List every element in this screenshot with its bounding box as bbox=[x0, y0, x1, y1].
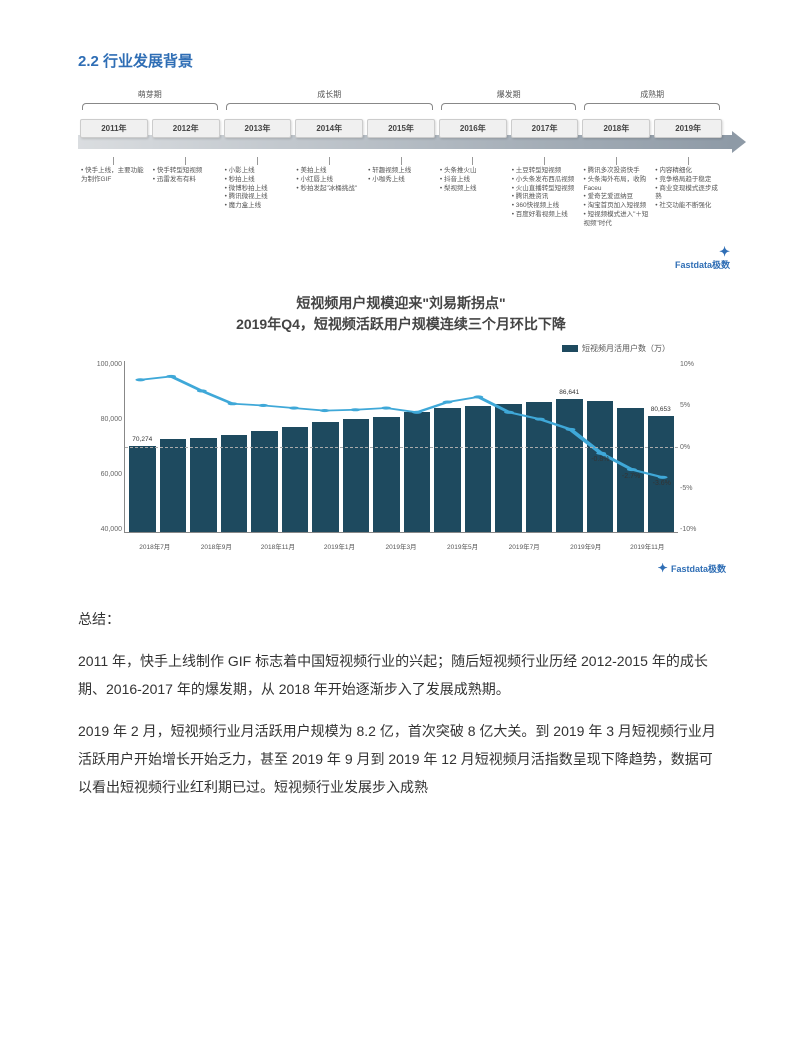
phase-bracket bbox=[78, 103, 222, 113]
timeline-column: 美拍上线小红唇上线秒拍发起"冰桶挑战" bbox=[293, 157, 365, 228]
phase-bracket bbox=[580, 103, 724, 113]
timeline-event: 淘宝首页加入短视频 bbox=[583, 202, 649, 211]
timeline-event: 短视频模式进入"＋短视频"时代 bbox=[583, 211, 649, 229]
timeline-event: 竞争格局趋于稳定 bbox=[655, 176, 721, 185]
chart-title-2: 2019年Q4，短视频活跃用户规模连续三个月环比下降 bbox=[78, 314, 724, 335]
timeline-event: 360快视频上线 bbox=[512, 202, 578, 211]
summary-text: 总结： 2011 年，快手上线制作 GIF 标志着中国短视频行业的兴起；随后短视… bbox=[78, 605, 724, 801]
timeline-column: 小影上线秒拍上线微博秒拍上线腾讯微视上线魔力盒上线 bbox=[222, 157, 294, 228]
timeline-event: 腾讯多次投资快手 bbox=[583, 167, 649, 176]
phase-label: 成熟期 bbox=[580, 89, 724, 103]
timeline-event: 抖音上线 bbox=[440, 176, 506, 185]
timeline-column: 头条推火山抖音上线梨视频上线 bbox=[437, 157, 509, 228]
pct-label: -2.7% bbox=[622, 473, 640, 480]
timeline-event: 腾讯推资讯 bbox=[512, 193, 578, 202]
pct-label: -3.6% bbox=[653, 480, 671, 487]
section-heading: 2.2 行业发展背景 bbox=[78, 50, 724, 71]
timeline-column: 快手上线，主要功能为制作GIF bbox=[78, 157, 150, 228]
user-chart: 短视频用户规模迎来"刘易斯拐点" 2019年Q4，短视频活跃用户规模连续三个月环… bbox=[78, 293, 724, 575]
timeline-event: 秒拍发起"冰桶挑战" bbox=[296, 185, 362, 194]
timeline-event: 火山直播转型短视频 bbox=[512, 185, 578, 194]
summary-label: 总结： bbox=[78, 605, 724, 633]
year-box: 2013年 bbox=[224, 119, 292, 138]
timeline-event: 小影上线 bbox=[225, 167, 291, 176]
timeline-event: 小头条发布西瓜视频 bbox=[512, 176, 578, 185]
timeline-event: 迅雷发布有料 bbox=[153, 176, 219, 185]
phase-label: 爆发期 bbox=[437, 89, 581, 103]
timeline-column: 土豆转型短视频小头条发布西瓜视频火山直播转型短视频腾讯推资讯360快视频上线百度… bbox=[509, 157, 581, 228]
timeline-column: 腾讯多次投资快手头条海外布局，收购Faceu爱奇艺爱逗纳豆淘宝首页加入短视频短视… bbox=[580, 157, 652, 228]
timeline-event: 小红唇上线 bbox=[296, 176, 362, 185]
timeline-event: 梨视频上线 bbox=[440, 185, 506, 194]
phase-label: 成长期 bbox=[222, 89, 437, 103]
phase-bracket bbox=[222, 103, 437, 113]
timeline-event: 魔力盒上线 bbox=[225, 202, 291, 211]
timeline-event: 秒拍上线 bbox=[225, 176, 291, 185]
phase-label: 萌芽期 bbox=[78, 89, 222, 103]
timeline-event: 腾讯微视上线 bbox=[225, 193, 291, 202]
timeline-event: 头条海外布局，收购Faceu bbox=[583, 176, 649, 194]
year-box: 2017年 bbox=[511, 119, 579, 138]
timeline-column: 轩趣视频上线小咖秀上线 bbox=[365, 157, 437, 228]
x-axis: 2018年7月2018年9月2018年11月2019年1月2019年3月2019… bbox=[124, 541, 678, 551]
year-box: 2012年 bbox=[152, 119, 220, 138]
timeline-column: 快手转型短视频迅雷发布有料 bbox=[150, 157, 222, 228]
year-box: 2014年 bbox=[295, 119, 363, 138]
chart-plot: 70,27486,64180,653 -0.8%-2.7%-3.6% bbox=[124, 361, 678, 533]
year-box: 2019年 bbox=[654, 119, 722, 138]
paragraph: 2019 年 2 月，短视频行业月活跃用户规模为 8.2 亿，首次突破 8 亿大… bbox=[78, 717, 724, 801]
year-box: 2015年 bbox=[367, 119, 435, 138]
timeline-event: 商业变现模式逐步成熟 bbox=[655, 185, 721, 203]
timeline-event: 内容精细化 bbox=[655, 167, 721, 176]
paragraph: 2011 年，快手上线制作 GIF 标志着中国短视频行业的兴起；随后短视频行业历… bbox=[78, 647, 724, 703]
chart-title-1: 短视频用户规模迎来"刘易斯拐点" bbox=[78, 293, 724, 314]
timeline-column: 内容精细化竞争格局趋于稳定商业变现模式逐步成熟社交功能不断强化 bbox=[652, 157, 724, 228]
timeline-event: 头条推火山 bbox=[440, 167, 506, 176]
y-axis-left: 100,00080,00060,00040,000 bbox=[78, 361, 122, 533]
year-box: 2016年 bbox=[439, 119, 507, 138]
timeline-event: 爱奇艺爱逗纳豆 bbox=[583, 193, 649, 202]
timeline: 萌芽期成长期爆发期成熟期 2011年2012年2013年2014年2015年20… bbox=[78, 89, 724, 259]
phase-bracket bbox=[437, 103, 581, 113]
timeline-event: 小咖秀上线 bbox=[368, 176, 434, 185]
brand-logo: Fastdata极数 bbox=[675, 244, 730, 271]
pct-label: -0.8% bbox=[591, 456, 609, 463]
timeline-event: 土豆转型短视频 bbox=[512, 167, 578, 176]
timeline-event: 快手转型短视频 bbox=[153, 167, 219, 176]
timeline-event: 美拍上线 bbox=[296, 167, 362, 176]
year-box: 2011年 bbox=[80, 119, 148, 138]
year-box: 2018年 bbox=[582, 119, 650, 138]
timeline-event: 社交功能不断强化 bbox=[655, 202, 721, 211]
brand-logo: Fastdata极数 bbox=[78, 561, 726, 575]
timeline-event: 快手上线，主要功能为制作GIF bbox=[81, 167, 147, 185]
timeline-event: 轩趣视频上线 bbox=[368, 167, 434, 176]
timeline-event: 百度好看视频上线 bbox=[512, 211, 578, 220]
timeline-event: 微博秒拍上线 bbox=[225, 185, 291, 194]
chart-legend: 短视频月活用户数（万） bbox=[562, 343, 670, 354]
y-axis-right: 10%5%0%-5%-10% bbox=[680, 361, 724, 533]
